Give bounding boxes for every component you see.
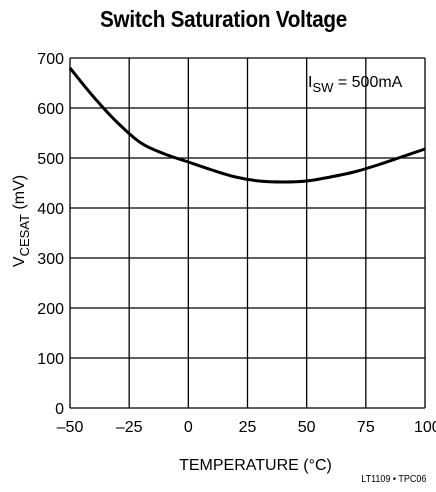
x-tick-label: 0: [184, 419, 193, 436]
x-tick-label: 100: [414, 419, 436, 436]
y-tick-label: 0: [55, 401, 64, 418]
annotation: ISW = 500mA: [308, 74, 403, 95]
y-tick-labels: 0 100 200 300 400 500 600 700: [37, 51, 64, 418]
y-tick-label: 100: [37, 351, 64, 368]
x-axis-label: TEMPERATURE (°C): [179, 457, 332, 474]
x-tick-label: 75: [357, 419, 375, 436]
x-tick-label: 50: [298, 419, 316, 436]
x-tick-label: –50: [57, 419, 84, 436]
x-tick-label: 25: [239, 419, 257, 436]
grid: [69, 57, 426, 409]
figure-id: LT1109 • TPC06: [360, 474, 426, 485]
chart-title: Switch Saturation Voltage: [100, 6, 348, 32]
y-tick-label: 700: [37, 51, 64, 68]
y-tick-label: 400: [37, 201, 64, 218]
y-tick-label: 600: [37, 101, 64, 118]
y-tick-label: 300: [37, 251, 64, 268]
y-axis-label: VCESAT (mV): [11, 175, 32, 267]
y-tick-label: 500: [37, 151, 64, 168]
x-tick-label: –25: [116, 419, 143, 436]
x-tick-labels: –50 –25 0 25 50 75 100: [57, 419, 436, 436]
series-line: [68, 67, 426, 184]
y-tick-label: 200: [37, 301, 64, 318]
